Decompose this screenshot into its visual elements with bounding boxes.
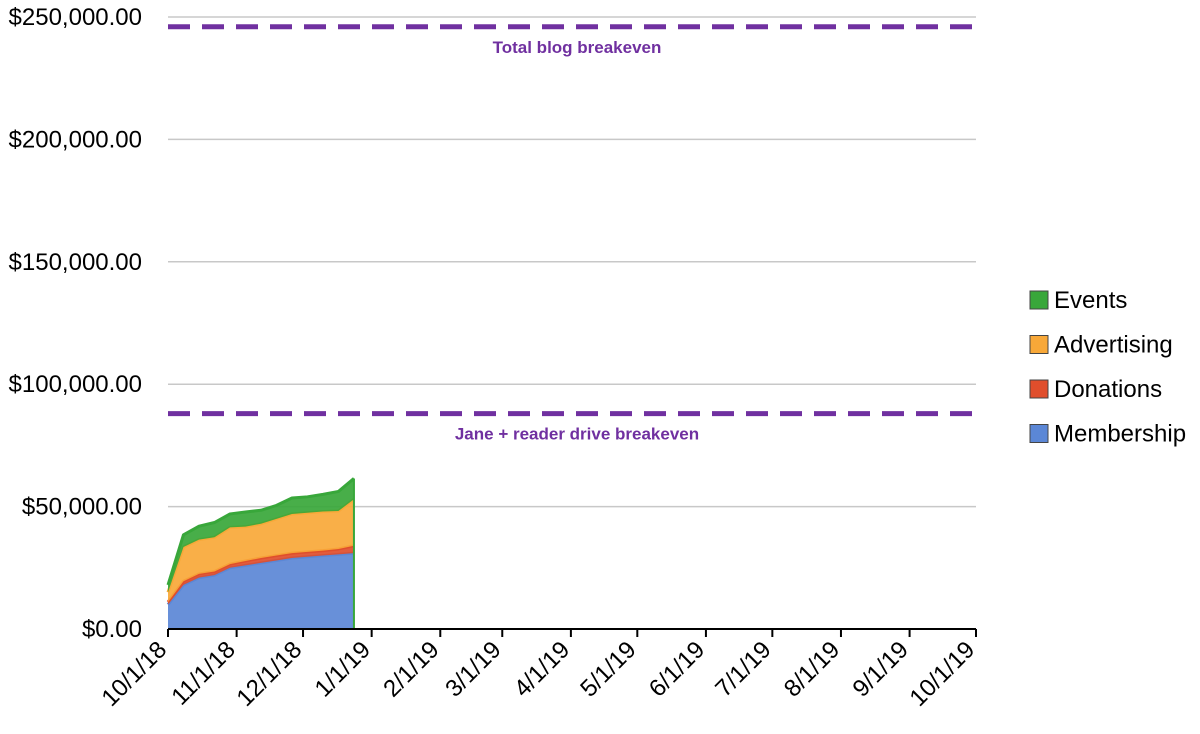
area-series xyxy=(166,477,355,629)
axes: $0.00 $50,000.00 $100,000.00 $150,000.00 $20… xyxy=(9,4,981,712)
x-tick-label: 6/1/19 xyxy=(644,636,710,702)
area-membership xyxy=(168,553,354,629)
x-tick-label: 4/1/19 xyxy=(509,636,575,702)
legend-swatch-advertising xyxy=(1029,335,1049,354)
gridlines xyxy=(168,16,976,508)
breakeven-label-jane-reader-drive-breakeven: Jane + reader drive breakeven xyxy=(455,425,699,444)
y-tick-label: $100,000.00 xyxy=(9,371,142,398)
x-tick-label: 10/1/18 xyxy=(97,636,173,712)
x-tick-label: 5/1/19 xyxy=(575,636,641,702)
legend-label-advertising: Advertising xyxy=(1054,332,1173,359)
reference-lines: Total blog breakeven Jane + reader drive … xyxy=(168,24,976,444)
legend-swatch-donations xyxy=(1029,379,1049,399)
x-tick-label: 3/1/19 xyxy=(440,636,506,702)
area-edge-events xyxy=(166,477,355,586)
y-tick-label: $150,000.00 xyxy=(9,249,142,276)
area-advertising xyxy=(168,499,354,603)
legend-swatch-events xyxy=(1029,290,1049,310)
legend-label-events: Events xyxy=(1054,287,1127,314)
legend: Events Advertising Donations Membership xyxy=(1029,287,1186,448)
y-tick-label: $200,000.00 xyxy=(9,126,142,153)
legend-label-donations: Donations xyxy=(1054,376,1162,403)
y-tick-label: $250,000.00 xyxy=(9,4,142,31)
legend-swatch-membership xyxy=(1029,424,1049,443)
y-tick-label: $50,000.00 xyxy=(22,494,142,521)
x-tick-label: 12/1/18 xyxy=(232,636,308,712)
x-tick-label: 10/1/19 xyxy=(905,636,981,712)
area-events xyxy=(168,478,354,593)
x-tick-label: 1/1/19 xyxy=(310,636,376,702)
breakeven-label-total-blog-breakeven: Total blog breakeven xyxy=(493,38,662,57)
legend-label-membership: Membership xyxy=(1054,421,1186,448)
x-tick-label: 2/1/19 xyxy=(378,636,444,702)
y-tick-label: $0.00 xyxy=(82,616,142,643)
area-donations xyxy=(168,545,354,605)
x-tick-label: 8/1/19 xyxy=(779,636,845,702)
x-tick-label: 11/1/18 xyxy=(166,636,240,710)
x-tick-label: 7/1/19 xyxy=(710,636,776,702)
